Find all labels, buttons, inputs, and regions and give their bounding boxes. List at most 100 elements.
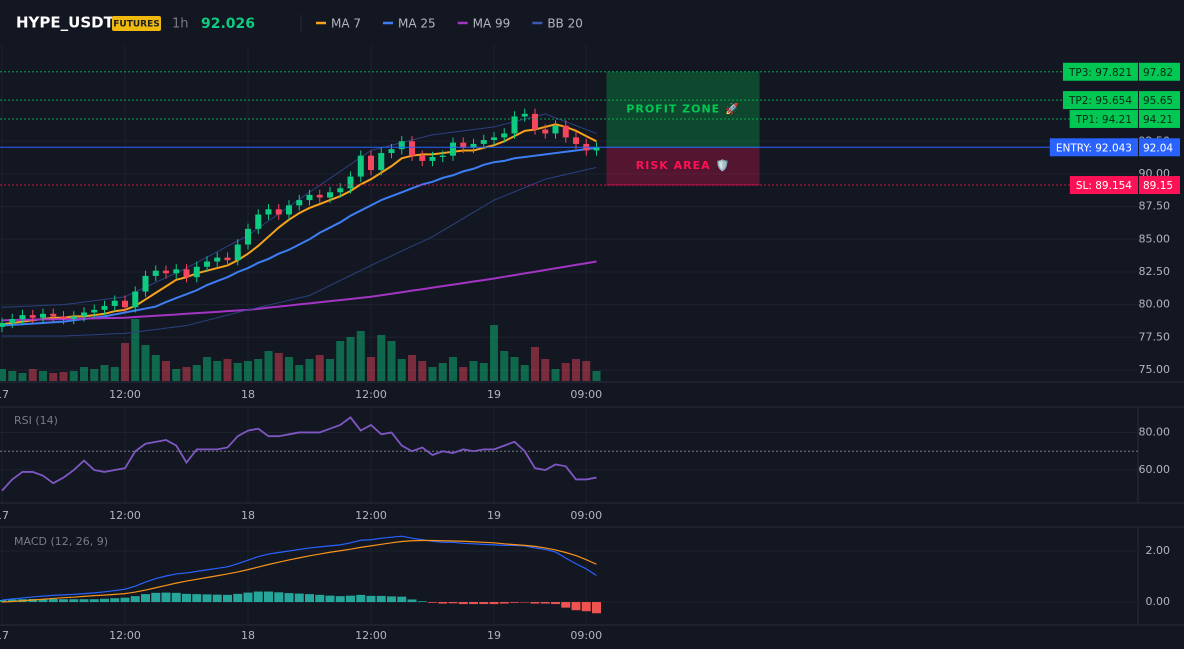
level-tag: TP3: 97.821 bbox=[1068, 67, 1132, 79]
candle-body bbox=[265, 209, 272, 215]
volume-bar bbox=[100, 365, 109, 381]
symbol: HYPE_USDT bbox=[16, 14, 115, 32]
y-tick-label: 75.00 bbox=[1139, 363, 1171, 376]
candle-body bbox=[306, 194, 313, 201]
histogram-bar bbox=[581, 602, 591, 612]
volume-bar bbox=[418, 361, 427, 381]
candle-body bbox=[398, 141, 405, 150]
x-tick-label: 09:00 bbox=[570, 388, 602, 401]
candle-body bbox=[214, 257, 221, 262]
candle-body bbox=[470, 143, 477, 148]
candle-body bbox=[163, 270, 169, 274]
volume-bar bbox=[254, 359, 263, 381]
volume-bar bbox=[295, 365, 304, 381]
histogram-bar bbox=[510, 602, 519, 603]
histogram-bar bbox=[325, 595, 335, 603]
volume-bar bbox=[121, 343, 129, 381]
histogram-bar bbox=[356, 594, 366, 603]
interval: 1h bbox=[172, 17, 189, 32]
axis-tag: 97.82 bbox=[1143, 67, 1173, 79]
histogram-bar bbox=[274, 592, 284, 603]
histogram-bar bbox=[366, 595, 376, 603]
axis-tag-bg bbox=[1139, 91, 1180, 110]
y-tick-label: 85.00 bbox=[1139, 232, 1171, 245]
candle-body bbox=[91, 309, 98, 313]
candle-body bbox=[593, 147, 600, 151]
candle-body bbox=[275, 209, 282, 215]
x-tick-label: 12:00 bbox=[109, 388, 141, 401]
candle-body bbox=[542, 129, 549, 134]
candle-body bbox=[245, 228, 251, 245]
histogram-bar bbox=[520, 602, 530, 603]
histogram-bar bbox=[212, 594, 222, 603]
axis-tag: 94.21 bbox=[1143, 114, 1173, 126]
x-tick-label: 12:00 bbox=[109, 629, 141, 642]
x-tick-label: 18 bbox=[241, 509, 255, 522]
volume-bar bbox=[182, 367, 191, 381]
volume-bar bbox=[561, 363, 570, 381]
axis-tag: 89.15 bbox=[1143, 180, 1173, 192]
x-tick-label: 12:00 bbox=[109, 509, 141, 522]
candle-body bbox=[286, 205, 292, 215]
volume-bar bbox=[377, 335, 386, 381]
level-tag-bg bbox=[1049, 138, 1138, 157]
macd-line bbox=[1, 539, 597, 603]
candle-body bbox=[183, 269, 190, 278]
histogram-bar bbox=[48, 598, 58, 603]
candle-body bbox=[347, 176, 354, 189]
candle-body bbox=[122, 300, 128, 308]
candle-body bbox=[357, 155, 364, 177]
histogram-bar bbox=[192, 594, 202, 603]
candle-body bbox=[60, 316, 67, 320]
x-tick-label: 18 bbox=[241, 388, 255, 401]
histogram-bar bbox=[469, 602, 478, 605]
candle-body bbox=[573, 137, 579, 144]
histogram-bar bbox=[407, 599, 417, 603]
histogram-bar bbox=[540, 602, 550, 604]
volume-bar bbox=[274, 353, 283, 381]
level-tag: ENTRY: 92.043 bbox=[1056, 142, 1132, 154]
candle-body bbox=[511, 116, 518, 134]
volume-bar bbox=[510, 357, 519, 381]
legend-label: BB 20 bbox=[547, 17, 583, 31]
volume-bar bbox=[141, 345, 150, 381]
legend-label: MA 25 bbox=[398, 17, 436, 31]
volume-bar bbox=[305, 359, 314, 381]
volume-bar bbox=[346, 337, 355, 381]
candle-body bbox=[409, 141, 415, 156]
histogram-bar bbox=[202, 594, 212, 603]
y-tick-label: 77.50 bbox=[1139, 330, 1171, 343]
y-tick-label: 2.00 bbox=[1146, 544, 1171, 557]
y-tick-label: 82.50 bbox=[1139, 265, 1171, 278]
histogram-bar bbox=[530, 602, 540, 604]
candle-body bbox=[193, 266, 200, 278]
axis-tag: 95.65 bbox=[1143, 95, 1173, 107]
macd-title: MACD (12, 26, 9) bbox=[14, 535, 108, 548]
y-tick-label: 60.00 bbox=[1139, 463, 1171, 476]
volume-bar bbox=[531, 347, 539, 381]
ma-line bbox=[1, 260, 597, 322]
histogram-bar bbox=[305, 594, 314, 603]
candle-body bbox=[327, 192, 333, 198]
volume-bar bbox=[0, 369, 6, 381]
volume-bar bbox=[582, 361, 591, 381]
candle-body bbox=[388, 149, 395, 154]
bb-lower bbox=[2, 166, 597, 337]
histogram-bar bbox=[489, 602, 499, 605]
x-tick-label: 19 bbox=[487, 388, 501, 401]
histogram-bar bbox=[182, 593, 191, 603]
price: 92.026 bbox=[201, 16, 255, 32]
candle-body bbox=[296, 200, 303, 206]
axis-tag-bg bbox=[1139, 109, 1180, 128]
volume-bar bbox=[244, 361, 252, 381]
candle-body bbox=[234, 244, 241, 261]
histogram-bar bbox=[264, 591, 273, 603]
candle-body bbox=[480, 139, 487, 144]
legend-label: MA 99 bbox=[473, 17, 511, 31]
histogram-bar bbox=[7, 599, 17, 603]
volume-bar bbox=[541, 359, 550, 381]
candle-body bbox=[29, 315, 36, 318]
candle-body bbox=[460, 142, 467, 148]
